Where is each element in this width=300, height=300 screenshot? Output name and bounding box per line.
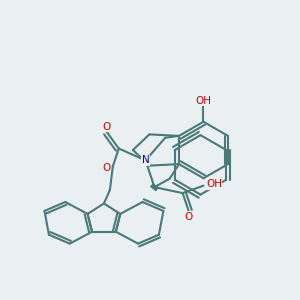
Text: N: N bbox=[142, 155, 149, 165]
Text: O: O bbox=[103, 122, 111, 132]
Text: OH: OH bbox=[206, 179, 222, 189]
Text: O: O bbox=[184, 212, 193, 222]
Text: OH: OH bbox=[196, 96, 211, 106]
Text: O: O bbox=[102, 163, 110, 173]
